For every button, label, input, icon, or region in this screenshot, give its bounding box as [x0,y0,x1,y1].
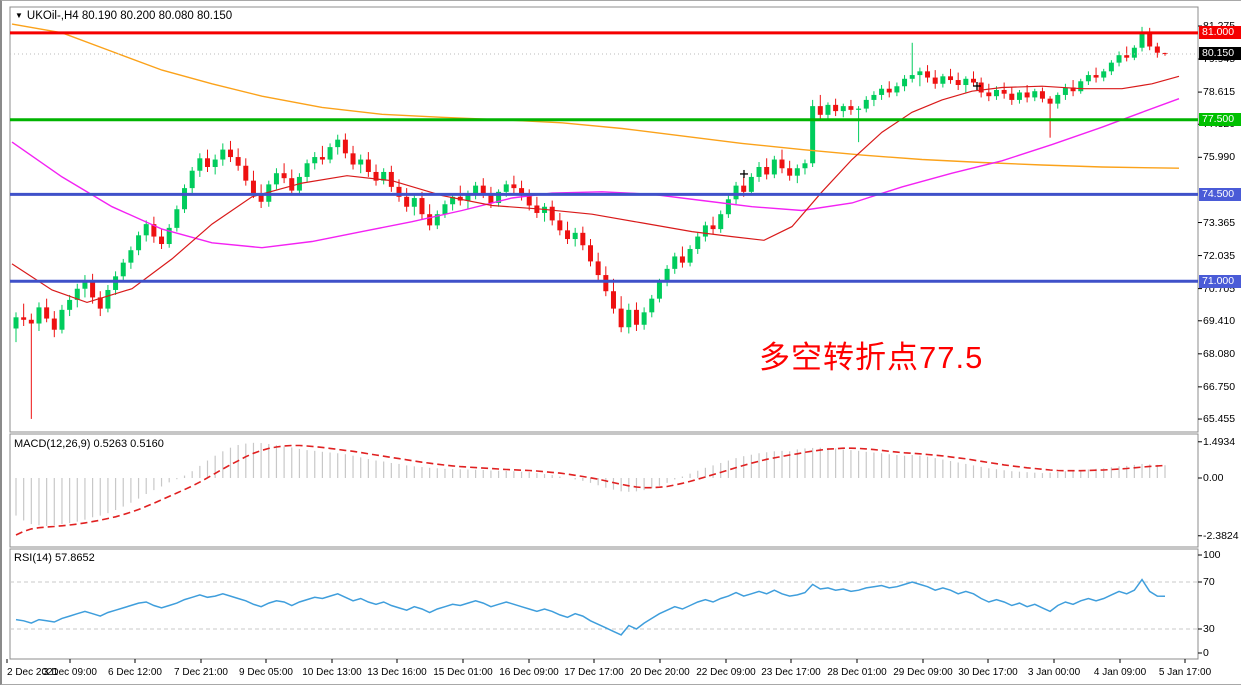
date-label: 17 Dec 17:00 [564,667,624,678]
macd-signal-line [15,444,1166,536]
cross-marker[interactable] [740,169,748,178]
price-badge: 80.150 [1199,47,1241,61]
price-tick-label: 68.080 [1203,347,1236,360]
date-label: 10 Dec 13:00 [302,667,362,678]
date-label: 13 Dec 16:00 [367,667,427,678]
price-badge: 77.500 [1199,113,1241,127]
axis-ticks [6,25,1202,663]
price-tick-label: 72.035 [1203,249,1236,262]
date-label: 4 Jan 09:00 [1093,667,1147,678]
cross-marker[interactable] [973,82,981,90]
date-label: 20 Dec 20:00 [630,667,690,678]
date-label: 7 Dec 21:00 [174,667,228,678]
candles-layer [13,26,1168,419]
price-tick-label: 65.455 [1203,413,1236,426]
ma-fast-red [11,75,1180,304]
date-label: 3 Jan 00:00 [1027,667,1081,678]
macd-tick-label: -2.3824 [1203,529,1239,542]
date-label: 16 Dec 09:00 [499,667,559,678]
macd-tick-label: 0.00 [1203,472,1224,484]
price-badge: 74.500 [1199,187,1241,201]
date-label: 23 Dec 17:00 [761,667,821,678]
ma-slow-orange [11,23,1180,169]
date-label: 30 Dec 17:00 [958,667,1018,678]
date-label: 22 Dec 09:00 [696,667,756,678]
price-tick-label: 66.750 [1203,380,1236,393]
rsi-tick-label: 70 [1203,576,1215,588]
price-tick-label: 69.410 [1203,314,1236,327]
date-label: 6 Dec 12:00 [108,667,162,678]
price-tick-label: 78.615 [1203,86,1236,99]
date-label: 28 Dec 01:00 [827,667,887,678]
macd-histogram [15,442,1166,527]
panel-border-1 [9,433,1199,548]
date-label: 3 Dec 09:00 [43,667,97,678]
panel-border-0 [9,6,1199,433]
rsi-tick-label: 100 [1203,549,1221,561]
rsi-tick-label: 0 [1203,647,1209,659]
rsi-tick-label: 30 [1203,623,1215,635]
date-label: 9 Dec 05:00 [239,667,293,678]
ma-mid-magenta [11,98,1180,249]
date-label: 15 Dec 01:00 [433,667,493,678]
date-label: 29 Dec 09:00 [893,667,953,678]
macd-tick-label: 1.4934 [1203,435,1236,448]
panel-border-2 [9,548,1199,660]
price-tick-label: 73.365 [1203,216,1236,229]
symbol-dropdown-icon[interactable]: ▼ [15,11,23,20]
price-badge: 81.000 [1199,26,1241,40]
date-label: 2 Dec 2021 [7,667,59,678]
rsi-line [15,578,1166,636]
date-label: 5 Jan 17:00 [1158,667,1212,678]
price-badge: 71.000 [1199,274,1241,288]
price-tick-label: 75.990 [1203,151,1236,164]
